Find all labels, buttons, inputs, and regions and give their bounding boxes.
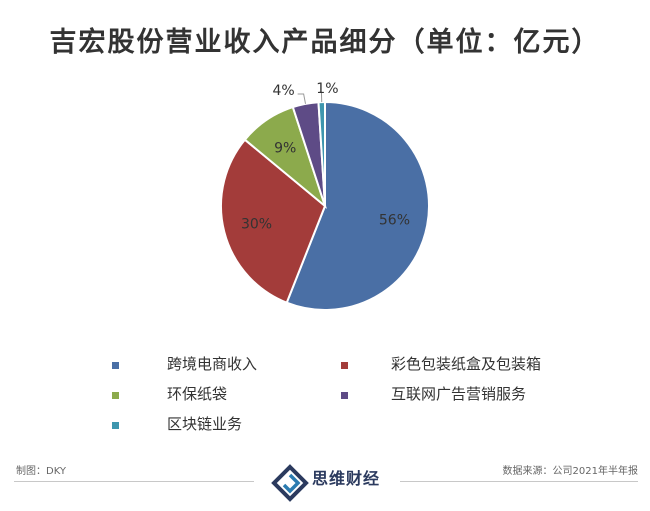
brand-logo-text: 思维财经 [312,469,381,488]
legend-marker [341,362,348,369]
legend-marker [112,422,119,429]
legend-entry: 互联网广告营销服务 [391,385,527,403]
leader-line [319,91,323,103]
legend-entry: 区块链业务 [167,415,243,433]
slice-data-label: 4% [273,83,295,99]
slice-data-label: 9% [274,141,296,157]
legend-marker [112,392,119,399]
legend-entry: 彩色包装纸盒及包装箱 [391,355,542,373]
leader-line [297,93,307,104]
pie-slice [285,100,430,311]
footer-source: 数据来源：公司2021年半年报 [502,466,638,477]
footer-divider-right [400,481,638,482]
slice-data-label: 1% [316,81,338,97]
legend-entry: 环保纸袋 [167,385,228,403]
legend-entry: 跨境电商收入 [167,355,258,373]
pie-slice [220,138,327,304]
footer-author: 制图：DKY [16,466,67,477]
legend-marker [112,362,119,369]
brand-logo-icon [271,464,309,502]
chart-title: 吉宏股份营业收入产品细分（单位：亿元） [49,27,601,58]
footer-divider-left [14,481,254,482]
slice-data-label: 56% [379,212,410,228]
legend-marker [341,392,348,399]
slice-data-label: 30% [241,217,272,233]
pie-chart: 56% 30% 9% 4% 1% [220,81,430,311]
brand-logo: 思维财经 [270,463,400,503]
